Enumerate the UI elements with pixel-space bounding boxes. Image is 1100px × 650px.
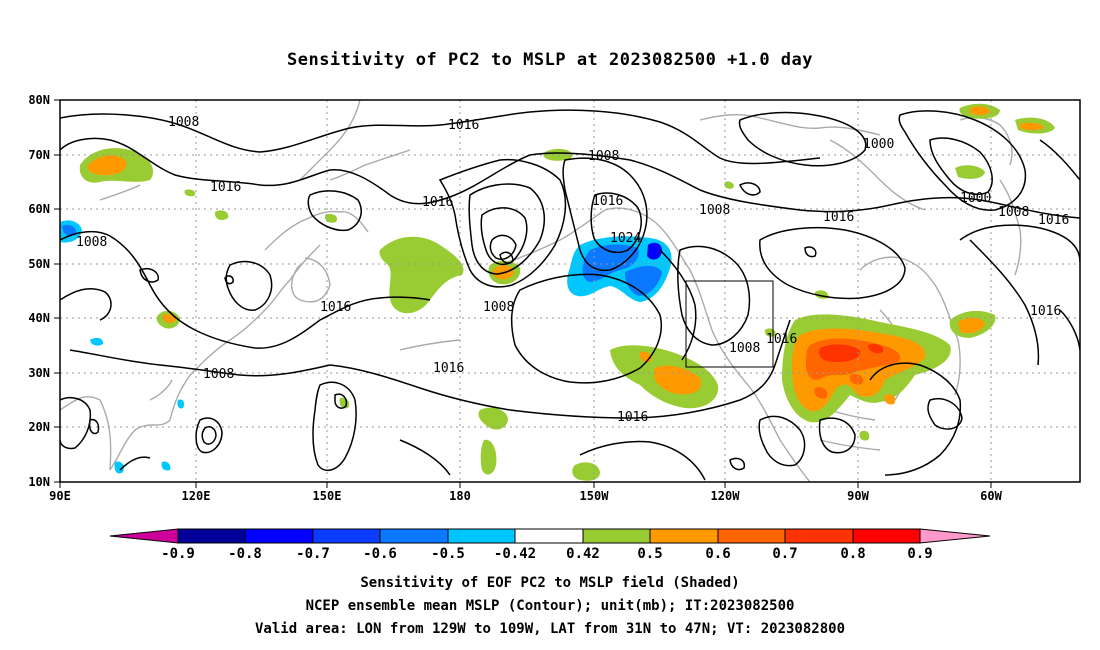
colorbar-label: 0.9: [907, 546, 932, 562]
colorbar-label: -0.42: [494, 546, 536, 562]
contour-label: 1016: [823, 210, 854, 225]
lat-label: 30N: [28, 366, 50, 380]
shading-red: [819, 343, 884, 363]
contour-label: 1008: [699, 203, 730, 218]
contour-label: 1016: [320, 300, 351, 315]
contour-label: 1016: [766, 332, 797, 347]
lat-label: 80N: [28, 93, 50, 107]
longitude-labels: 90E 120E 150E 180 150W 120W 90W 60W: [49, 489, 1002, 503]
colorbar-segment: [784, 528, 854, 544]
contour-label: 1008: [203, 367, 234, 382]
valid-area-box: [685, 280, 774, 368]
colorbar-label: 0.8: [840, 546, 865, 562]
colorbar-segment: [514, 528, 584, 544]
lon-label: 180: [449, 489, 471, 503]
caption-line-1: Sensitivity of EOF PC2 to MSLP field (Sh…: [360, 575, 740, 591]
contour-label: 1016: [210, 180, 241, 195]
colorbar-over-triangle: [919, 528, 991, 544]
contour-label: 1008: [76, 235, 107, 250]
contour-label: 1016: [422, 195, 453, 210]
contour-label: 1016: [1038, 213, 1069, 228]
lat-label: 10N: [28, 475, 50, 489]
contour-label: 1008: [588, 149, 619, 164]
lon-label: 90E: [49, 489, 71, 503]
lat-label: 70N: [28, 148, 50, 162]
shaded-regions: [60, 103, 1055, 481]
lat-label: 50N: [28, 257, 50, 271]
colorbar-segment: [582, 528, 651, 544]
lon-label: 120E: [182, 489, 211, 503]
lat-label: 60N: [28, 202, 50, 216]
contour-label: 1008: [168, 115, 199, 130]
map-frame: [59, 99, 1081, 483]
colorbar: -0.9 -0.8 -0.7 -0.6 -0.5 -0.42 0.42 0.5 …: [109, 528, 991, 562]
mslp-contours: [60, 109, 1080, 481]
contour-label: 1000: [960, 191, 991, 206]
colorbar-label: -0.5: [431, 546, 465, 562]
colorbar-under-triangle: [109, 528, 179, 544]
shading-dark-blue: [647, 242, 663, 260]
lat-label: 40N: [28, 311, 50, 325]
contour-label: 1008: [998, 205, 1029, 220]
contour-label: 1016: [592, 194, 623, 209]
contour-label: 1016: [433, 361, 464, 376]
lon-label: 120W: [711, 489, 741, 503]
colorbar-segment: [177, 528, 246, 544]
caption-line-2: NCEP ensemble mean MSLP (Contour); unit(…: [305, 598, 795, 614]
map-panel: 1008 1016 1008 1000 1016 1016 1016 1008 …: [60, 100, 1080, 482]
colorbar-segment: [717, 528, 786, 544]
colorbar-segment: [852, 528, 921, 544]
colorbar-label: 0.5: [637, 546, 662, 562]
colorbar-segment: [649, 528, 719, 544]
contour-label: 1008: [729, 341, 760, 356]
colorbar-segment: [244, 528, 314, 544]
contour-label: 1024: [610, 231, 641, 246]
contour-label: 1016: [1030, 304, 1061, 319]
colorbar-label: 0.6: [705, 546, 730, 562]
shading-blue: [62, 224, 662, 296]
colorbar-label: -0.8: [228, 546, 262, 562]
contour-labels: 1008 1016 1008 1000 1016 1016 1016 1008 …: [76, 115, 1069, 425]
contour-label: 1000: [863, 137, 894, 152]
plot-title: Sensitivity of PC2 to MSLP at 2023082500…: [286, 50, 813, 70]
lon-label: 90W: [847, 489, 869, 503]
contour-label: 1008: [483, 300, 514, 315]
colorbar-segment: [379, 528, 449, 544]
colorbar-label: 0.7: [772, 546, 797, 562]
caption-line-3: Valid area: LON from 129W to 109W, LAT f…: [254, 621, 845, 637]
colorbar-segment: [312, 528, 381, 544]
contour-label: 1016: [448, 118, 479, 133]
tick-marks: [54, 99, 992, 488]
colorbar-label: -0.9: [161, 546, 195, 562]
colorbar-segment: [447, 528, 516, 544]
colorbar-label: -0.6: [363, 546, 397, 562]
lon-label: 150W: [580, 489, 610, 503]
lon-label: 150E: [313, 489, 342, 503]
lat-label: 20N: [28, 420, 50, 434]
colorbar-label: -0.7: [296, 546, 330, 562]
colorbar-label: 0.42: [566, 546, 600, 562]
lon-label: 60W: [980, 489, 1002, 503]
latitude-labels: 80N 70N 60N 50N 40N 30N 20N 10N: [28, 93, 50, 489]
contour-label: 1016: [617, 410, 648, 425]
